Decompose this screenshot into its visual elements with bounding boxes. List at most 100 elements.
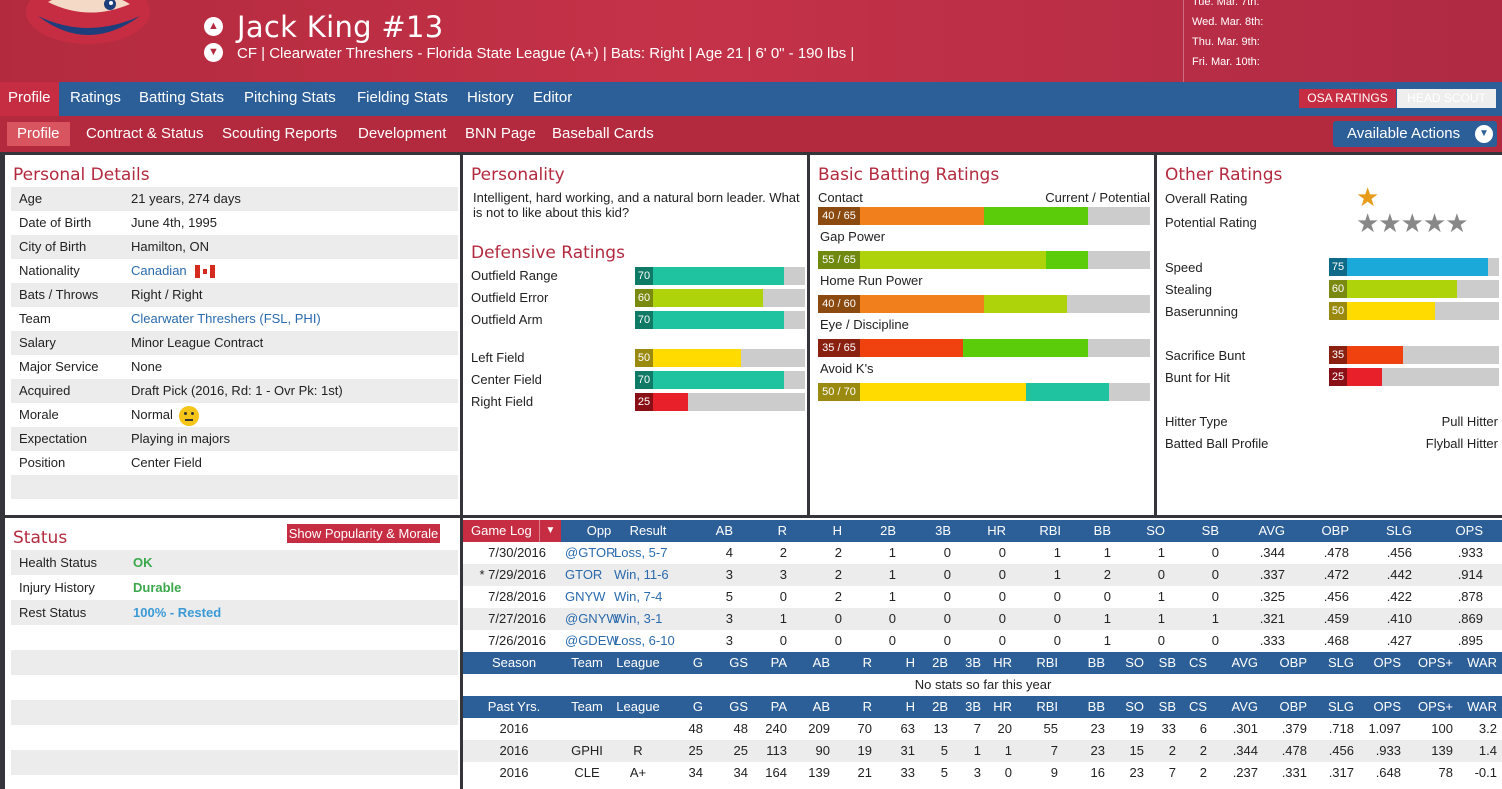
tab-editor[interactable]: Editor [533, 89, 573, 106]
rating-value: 70 [635, 371, 653, 389]
season-col-header: OBP [1279, 655, 1307, 670]
rating-fill [1329, 302, 1436, 320]
past-years-cell: .344 [1232, 743, 1258, 758]
tab-history[interactable]: History [467, 89, 514, 106]
game-log-col-header: SLG [1385, 523, 1412, 538]
subtab-bnn-page[interactable]: BNN Page [465, 125, 536, 142]
game-log-link[interactable]: Win, 3-1 [614, 611, 663, 626]
game-log-cell: 0 [1053, 589, 1061, 604]
game-log-cell: 0 [834, 633, 842, 648]
game-log-link[interactable]: @GNYW [565, 611, 619, 626]
game-log-link[interactable]: GNYW [565, 589, 606, 604]
subtab-development[interactable]: Development [358, 125, 447, 142]
rating-value: 70 [635, 267, 653, 285]
other-rating-label: Baserunning [1165, 304, 1238, 319]
season-col-header: SB [1158, 655, 1176, 670]
game-log-cell: 1 [1053, 545, 1061, 560]
game-log-row: 7/27/2016 @GNYW Win, 3-1 3 1 0 0 0 0 0 1 1 1 .321 .459… [463, 608, 1502, 630]
subtab-profile[interactable]: Profile [7, 122, 70, 146]
game-log-link[interactable]: Loss, 5-7 [614, 545, 668, 560]
available-actions-button[interactable]: Available Actions ▼ [1333, 121, 1497, 147]
game-log-col-header: Result [629, 523, 667, 538]
game-log-cell: 7/30/2016 [488, 545, 546, 560]
subtab-baseball-cards[interactable]: Baseball Cards [552, 125, 654, 142]
tab-batting-stats[interactable]: Batting Stats [139, 89, 225, 106]
game-log-col-header: H [832, 523, 842, 538]
game-log-link[interactable]: Win, 11-6 [614, 567, 669, 582]
game-log-cell: 0 [1053, 633, 1061, 648]
season-col-header: League [616, 655, 660, 670]
season-col-header: AVG [1231, 655, 1259, 670]
detail-value-text: Canadian [131, 263, 187, 278]
game-log-link[interactable]: Win, 7-4 [614, 589, 663, 604]
game-log-dropdown[interactable]: Game Log ▼ [463, 520, 561, 542]
tab-fielding-stats[interactable]: Fielding Stats [357, 89, 448, 106]
rating-value: 35 [1329, 346, 1347, 364]
tab-profile[interactable]: Profile [0, 82, 59, 116]
previous-player-button[interactable]: ▲ [204, 17, 223, 36]
detail-value[interactable]: Clearwater Threshers (FSL, PHI) [131, 307, 321, 331]
game-log-col-header: R [777, 523, 787, 538]
hitter-type-label: Hitter Type [1165, 414, 1228, 429]
game-log-link[interactable]: @GDEW [565, 633, 619, 648]
detail-label: Morale [19, 407, 59, 422]
game-log-link[interactable]: Loss, 6-10 [614, 633, 675, 648]
past-years-cell: 90 [815, 743, 830, 758]
past-years-cell: 5 [940, 765, 948, 780]
detail-value: 21 years, 274 days [131, 187, 241, 211]
schedule-date: Fri. Mar. 10th: [1192, 56, 1260, 68]
game-log-link[interactable]: GTOR [565, 567, 603, 582]
game-log-link[interactable]: @GTOR [565, 545, 616, 560]
season-col-header: AB [812, 655, 830, 670]
batting-rating-bar: 55 / 65 [818, 251, 1150, 269]
past-years-cell: 48 [688, 721, 703, 736]
team-logo [26, 0, 150, 44]
subtab-contract-status[interactable]: Contract & Status [86, 125, 204, 142]
past-years-cell: 48 [733, 721, 748, 736]
detail-value-text: Center Field [131, 455, 202, 470]
tab-ratings[interactable]: Ratings [70, 89, 121, 106]
game-log-cell: 0 [1053, 611, 1061, 626]
game-log-cell: 1 [888, 567, 896, 582]
past-years-cell: 78 [1438, 765, 1453, 780]
game-log-cell: .427 [1386, 633, 1412, 648]
game-log-cell: .410 [1386, 611, 1412, 626]
past-years-cell: GPHI [571, 743, 603, 758]
game-log-cell: .333 [1259, 633, 1285, 648]
season-col-header: 2B [932, 655, 948, 670]
detail-value-text: Normal [131, 407, 173, 422]
detail-row: Acquired Draft Pick (2016, Rd: 1 - Ovr Pk… [11, 379, 458, 403]
panel-title: Status [13, 528, 68, 548]
past-col-header: PA [770, 699, 787, 714]
past-col-header: HR [993, 699, 1012, 714]
game-log-cell: 1 [888, 545, 896, 560]
game-log-cell: 1 [1103, 545, 1111, 560]
head-scout-toggle[interactable]: HEAD SCOUT [1397, 89, 1496, 108]
primary-nav: Profile Ratings Batting Stats Pitching S… [0, 82, 1502, 116]
past-years-cell: 70 [857, 721, 872, 736]
past-years-cell: 63 [900, 721, 915, 736]
detail-value[interactable]: Canadian [131, 259, 215, 283]
game-log-col-header: OPS [1455, 523, 1483, 538]
past-col-header: H [905, 699, 915, 714]
game-log-cell: 3 [725, 633, 733, 648]
osa-ratings-toggle[interactable]: OSA RATINGS [1299, 89, 1396, 108]
game-log-header: Game Log ▼ Opp Result AB R H 2B 3B HR RBI BB SO SB A… [463, 520, 1502, 542]
defensive-rating-bar: 70 [635, 311, 805, 329]
game-log-cell: 1 [1103, 611, 1111, 626]
past-years-cell: 31 [900, 743, 915, 758]
tab-pitching-stats[interactable]: Pitching Stats [244, 89, 336, 106]
show-popularity-morale-button[interactable]: Show Popularity & Morale [287, 524, 440, 543]
batting-rating-bar: 35 / 65 [818, 339, 1150, 357]
schedule-dates: Tue. Mar. 7th: Wed. Mar. 8th: Thu. Mar. … [1183, 0, 1502, 82]
game-log-cell: 2 [1103, 567, 1111, 582]
game-log-cell: 7/28/2016 [488, 589, 546, 604]
past-years-cell: R [633, 743, 643, 758]
past-years-cell: CLE [574, 765, 600, 780]
rating-value: 70 [635, 311, 653, 329]
game-log-col-header: OBP [1321, 523, 1349, 538]
subtab-scouting-reports[interactable]: Scouting Reports [222, 125, 338, 142]
game-log-cell: 2 [834, 567, 842, 582]
next-player-button[interactable]: ▼ [204, 43, 223, 62]
batting-rating-bar: 50 / 70 [818, 383, 1150, 401]
